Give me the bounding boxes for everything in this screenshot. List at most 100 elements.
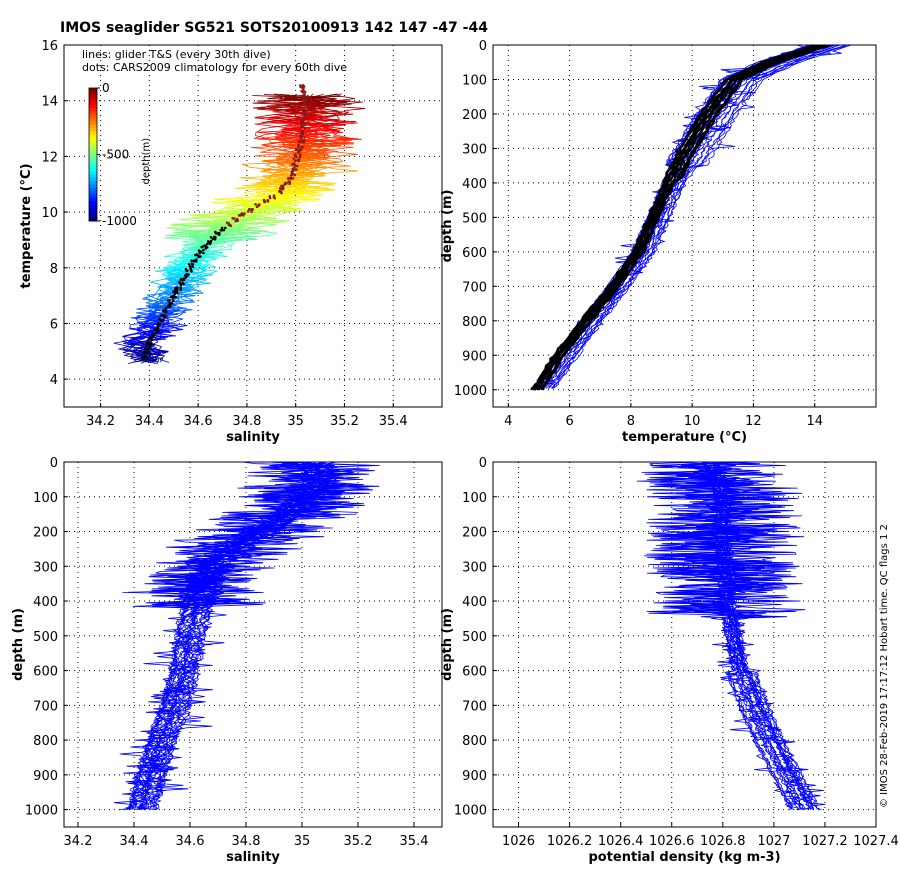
x-tick-label: 34.8 — [232, 414, 261, 429]
glider-ts-segment — [205, 261, 209, 266]
y-axis-label: depth (m) — [440, 608, 455, 681]
climatology-point — [291, 177, 295, 180]
climatology-point — [190, 259, 193, 263]
climatology-point — [168, 305, 172, 309]
colorbar-step — [89, 167, 97, 172]
climatology-point — [151, 336, 154, 339]
climatology-point — [163, 314, 166, 318]
climatology-point — [300, 130, 304, 134]
glider-ts-segment — [319, 105, 366, 109]
x-tick-label: 35.2 — [330, 414, 359, 429]
x-axis-label: temperature (°C) — [622, 430, 747, 445]
glider-ts-segment — [301, 172, 326, 177]
colorbar-title: depth(m) — [141, 138, 152, 185]
climatology-point — [144, 350, 147, 353]
glider-ts-segment — [183, 290, 201, 297]
glider-ts-segment — [173, 229, 238, 233]
glider-ts-segment — [172, 308, 176, 312]
panel-density-depth: 1026 1026.2 1026.4 1026.6 1026.8 1027 1027.2 10… — [440, 456, 899, 865]
y-tick-label: 100 — [462, 491, 487, 506]
glider-ts-segment — [263, 144, 301, 150]
glider-ts-segment — [282, 128, 341, 132]
colorbar-step — [89, 191, 97, 195]
glider-ts-segment — [310, 165, 320, 169]
climatology-point — [163, 309, 166, 312]
y-tick-label: 400 — [462, 595, 487, 610]
x-tick-label: 34.6 — [176, 834, 205, 849]
glider-ts-segment — [187, 252, 202, 255]
colorbar-tick-label: -500 — [102, 148, 129, 162]
glider-ts-segment — [243, 192, 261, 197]
climatology-point — [291, 172, 295, 176]
x-tick-label: 34.4 — [135, 414, 164, 429]
climatology-point — [239, 213, 243, 217]
glider-ts-segment — [196, 279, 208, 284]
glider-ts-segment — [309, 117, 324, 123]
glider-ts-segment — [255, 114, 273, 118]
glider-ts-segment — [304, 148, 326, 152]
climatology-point — [185, 269, 189, 272]
glider-ts-segment — [292, 152, 330, 156]
x-axis-label: salinity — [226, 850, 280, 865]
y-tick-label: 900 — [462, 349, 487, 364]
climatology-point — [201, 245, 205, 248]
glider-ts-segment — [300, 182, 304, 187]
glider-ts-segment — [218, 235, 269, 239]
glider-ts-segment — [299, 148, 330, 154]
x-tick-label: 1026.6 — [649, 834, 695, 849]
glider-ts-segment — [203, 233, 232, 238]
glider-ts-segment — [136, 337, 158, 344]
climatology-point — [299, 134, 302, 137]
climatology-point — [303, 126, 307, 130]
climatology-point — [202, 248, 205, 252]
climatology-point — [219, 228, 223, 232]
glider-ts-segment — [287, 183, 299, 191]
glider-ts-segment — [278, 152, 324, 155]
glider-ts-segment — [262, 171, 311, 177]
climatology-point — [288, 180, 292, 184]
glider-ts-segment — [222, 240, 232, 247]
glider-ts-segment — [164, 252, 184, 257]
colorbar-step — [89, 114, 97, 119]
x-tick-label: 35 — [287, 414, 304, 429]
climatology-point — [164, 310, 168, 314]
glider-ts-segment — [270, 114, 293, 118]
glider-ts-segment — [145, 300, 160, 307]
glider-ts-segment — [228, 226, 236, 229]
climatology-point — [199, 250, 203, 254]
y-tick-label: 10 — [41, 206, 58, 221]
glider-ts-segment — [327, 121, 356, 125]
glider-ts-segment — [267, 94, 305, 99]
glider-ts-segment — [316, 158, 341, 163]
climatology-point — [306, 114, 309, 117]
glider-ts-segment — [128, 325, 179, 330]
glider-ts-segment — [191, 270, 214, 276]
climatology-point — [141, 356, 145, 359]
glider-ts-segment — [161, 325, 184, 330]
glider-ts-segment — [136, 334, 146, 340]
x-axis-label: potential density (kg m-3) — [588, 850, 780, 865]
glider-ts-segment — [113, 342, 129, 347]
climatology-point — [150, 338, 154, 342]
y-tick-label: 300 — [33, 560, 58, 575]
x-tick-label: 12 — [745, 414, 762, 429]
climatology-point — [227, 223, 231, 227]
glider-ts-segment — [135, 309, 161, 314]
y-tick-label: 500 — [462, 630, 487, 645]
glider-ts-segment — [277, 199, 282, 203]
y-axis-label: depth (m) — [11, 608, 26, 681]
glider-ts-segment — [136, 329, 144, 332]
x-tick-label: 35 — [294, 834, 311, 849]
climatology-point — [281, 184, 285, 188]
climatology-point — [190, 262, 194, 266]
glider-ts-segment — [285, 191, 323, 196]
glider-ts-segment — [137, 352, 139, 358]
glider-ts-segment — [259, 105, 321, 108]
y-tick-label: 700 — [462, 280, 487, 295]
glider-ts-segment — [270, 103, 321, 110]
glider-ts-segment — [332, 130, 341, 137]
glider-profile-line — [119, 462, 341, 810]
climatology-point — [295, 168, 298, 171]
glider-ts-segment — [264, 132, 278, 136]
